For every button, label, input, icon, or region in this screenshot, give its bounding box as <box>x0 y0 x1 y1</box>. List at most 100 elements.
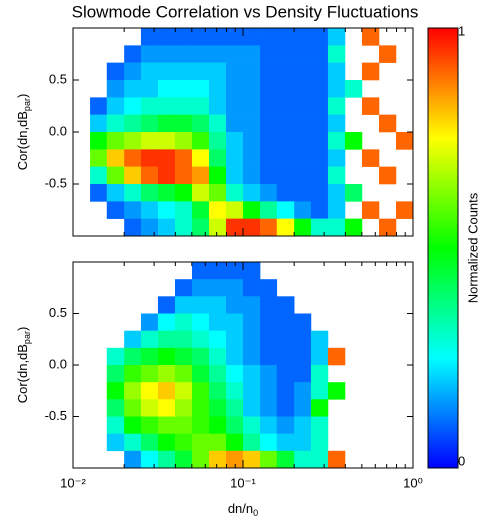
heatmap-cell <box>379 218 397 237</box>
heatmap-cell <box>276 313 295 332</box>
heatmap-cell <box>191 62 210 81</box>
heatmap-cell <box>174 433 193 452</box>
heatmap-cell <box>310 28 329 46</box>
heatmap-cell <box>191 218 210 237</box>
heatmap-cell <box>191 416 210 435</box>
heatmap-cell <box>243 433 261 452</box>
heatmap-cell <box>157 184 176 202</box>
heatmap-cell <box>209 97 227 115</box>
heatmap-cell <box>225 28 244 46</box>
heatmap-cell <box>243 97 261 115</box>
heatmap-cell <box>294 416 312 435</box>
heatmap-cell <box>276 365 295 383</box>
heatmap-cell <box>140 80 159 98</box>
heatmap-cell <box>276 45 295 63</box>
heatmap-cell <box>140 330 159 349</box>
heatmap-cell <box>157 149 176 167</box>
heatmap-cell <box>260 279 278 297</box>
heatmap-cell <box>90 132 108 150</box>
heatmap-cell <box>310 399 329 417</box>
heatmap-cell <box>174 166 193 185</box>
heatmap-cell <box>124 97 142 115</box>
heatmap-cell <box>106 114 125 133</box>
heatmap-cell <box>276 347 295 366</box>
heatmap-cell <box>157 45 176 63</box>
heatmap-cell <box>140 45 159 63</box>
heatmap-cell <box>243 399 261 417</box>
heatmap-cell <box>140 399 159 417</box>
heatmap-cell <box>260 149 278 167</box>
heatmap-cell <box>209 262 227 280</box>
heatmap-cell <box>140 132 159 150</box>
colorbar-label: Normalized Counts <box>465 192 480 303</box>
heatmap-cell <box>191 262 210 280</box>
heatmap-cell <box>260 132 278 150</box>
heatmap-cell <box>174 62 193 81</box>
chart-title: Slowmode Correlation vs Density Fluctuat… <box>72 2 419 21</box>
heatmap-cell <box>276 62 295 81</box>
heatmap-cell <box>140 97 159 115</box>
heatmap-cell <box>209 365 227 383</box>
heatmap-cell <box>327 45 346 63</box>
heatmap-cell <box>327 80 346 98</box>
heatmap-cell <box>260 416 278 435</box>
heatmap-cell <box>225 80 244 98</box>
heatmap-cell <box>140 382 159 400</box>
heatmap-cell <box>124 114 142 133</box>
heatmap-cell <box>225 313 244 332</box>
heatmap-cell <box>106 80 125 98</box>
heatmap-cell <box>276 399 295 417</box>
heatmap-cell <box>209 184 227 202</box>
heatmap-cell <box>209 450 227 469</box>
heatmap-cell <box>174 28 193 46</box>
heatmap-cell <box>327 382 346 400</box>
heatmap-cell <box>157 62 176 81</box>
heatmap-cell <box>243 279 261 297</box>
heatmap-cell <box>124 149 142 167</box>
heatmap-cell <box>225 184 244 202</box>
heatmap-cell <box>294 45 312 63</box>
heatmap-cell <box>124 218 142 237</box>
heatmap-cell <box>157 382 176 400</box>
heatmap-cell <box>191 296 210 314</box>
heatmap-cell <box>243 114 261 133</box>
heatmap-cell <box>174 382 193 400</box>
y-axis-label: Cor(dn,dBpar) <box>15 94 32 171</box>
heatmap-cell <box>157 132 176 150</box>
heatmap-cell <box>276 330 295 349</box>
heatmap-cell <box>140 218 159 237</box>
heatmap-cell <box>225 399 244 417</box>
heatmap-cell <box>243 132 261 150</box>
heatmap-cell <box>140 201 159 219</box>
heatmap-cell <box>395 201 414 219</box>
heatmap-cell <box>106 97 125 115</box>
heatmap-cell <box>260 450 278 469</box>
heatmap-cell <box>209 80 227 98</box>
heatmap-cell <box>191 330 210 349</box>
heatmap-cell <box>225 132 244 150</box>
heatmap-cell <box>243 45 261 63</box>
heatmap-cell <box>243 450 261 469</box>
heatmap-cell <box>243 166 261 185</box>
heatmap-cell <box>243 382 261 400</box>
heatmap-cell <box>124 45 142 63</box>
heatmap-cell <box>310 218 329 237</box>
heatmap-cell <box>191 399 210 417</box>
heatmap-cell <box>209 416 227 435</box>
heatmap-cell <box>174 416 193 435</box>
heatmap-cell <box>327 28 346 46</box>
heatmap-cell <box>361 28 380 46</box>
colorbar <box>427 27 459 469</box>
heatmap-cell <box>260 97 278 115</box>
heatmap-cell <box>174 80 193 98</box>
heatmap-cell <box>294 433 312 452</box>
x-tick-label: 10⁰ <box>403 475 423 490</box>
heatmap-cell <box>276 296 295 314</box>
heatmap-cell <box>260 313 278 332</box>
heatmap-cell <box>260 382 278 400</box>
heatmap-cell <box>379 114 397 133</box>
heatmap-cell <box>140 313 159 332</box>
heatmap-cell <box>344 132 363 150</box>
heatmap-cell <box>379 166 397 185</box>
heatmap-cell <box>260 218 278 237</box>
